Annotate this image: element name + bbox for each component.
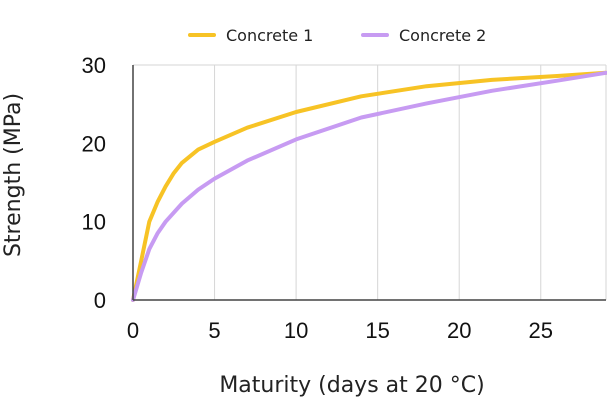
x-axis-title: Maturity (days at 20 °C) <box>219 373 484 398</box>
x-tick-label-5: 5 <box>208 318 220 343</box>
x-tick-label-25: 25 <box>529 318 553 343</box>
x-tick-label-0: 0 <box>127 318 139 343</box>
y-axis-title: Strength (MPa) <box>1 93 26 257</box>
series-line-concrete-2 <box>131 70 607 302</box>
x-tick-label-20: 20 <box>447 318 471 343</box>
y-tick-label-30: 30 <box>82 53 106 78</box>
legend-label-concrete-1: Concrete 1 <box>226 26 313 45</box>
series-lines <box>131 70 607 302</box>
y-tick-label-10: 10 <box>82 210 106 235</box>
legend-label-concrete-2: Concrete 2 <box>399 26 486 45</box>
tick-labels: 0 5 10 15 20 25 0 10 20 30 <box>82 53 553 343</box>
x-tick-label-15: 15 <box>365 318 389 343</box>
y-tick-label-0: 0 <box>94 288 106 313</box>
series-line-concrete-1 <box>131 70 607 302</box>
x-tick-label-10: 10 <box>284 318 308 343</box>
legend: Concrete 1 Concrete 2 <box>188 26 486 45</box>
y-tick-label-20: 20 <box>82 131 106 156</box>
grid-lines <box>133 64 607 300</box>
